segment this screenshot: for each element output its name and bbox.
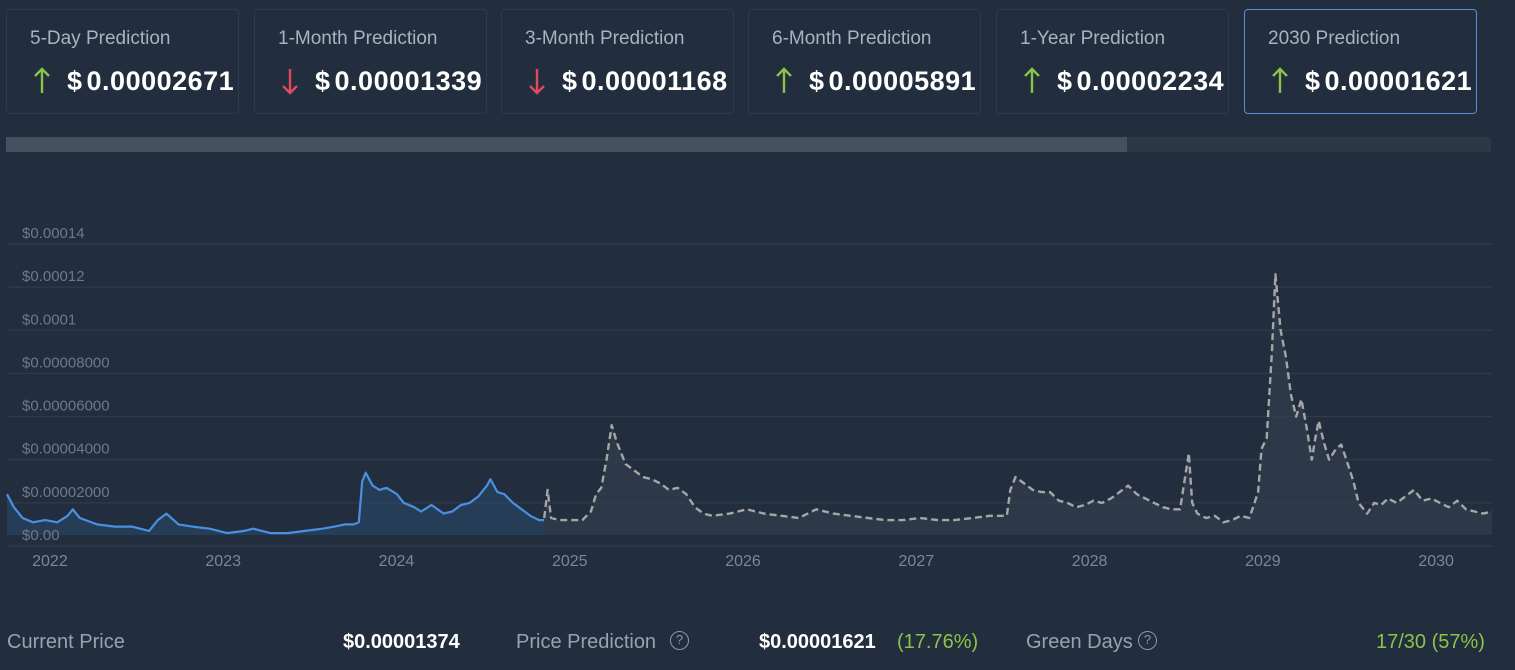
price-chart[interactable]: $0.00 $0.00002000 $0.00004000 $0.00006000 $0…: [0, 200, 1515, 585]
card-3-month-prediction[interactable]: 3-Month Prediction $0.00001168: [501, 9, 734, 114]
y-tick-label: $0.00002000: [22, 484, 110, 501]
card-value: $0.00001621: [1271, 65, 1472, 97]
chart-areas: [7, 274, 1492, 535]
y-tick-label: $0.00012: [22, 268, 85, 285]
y-tick-label: $0.0001: [22, 311, 76, 328]
x-tick-label: 2025: [552, 553, 588, 570]
card-6-month-prediction[interactable]: 6-Month Prediction $0.00005891: [748, 9, 981, 114]
arrow-up-icon: [1272, 67, 1288, 93]
stats-bar: Current Price $0.00001374 Price Predicti…: [0, 628, 1515, 658]
help-icon[interactable]: ?: [670, 631, 689, 650]
x-tick-label: 2030: [1418, 553, 1454, 570]
history-area: [7, 472, 545, 535]
y-tick-label: $0.00004000: [22, 441, 110, 458]
card-1-year-prediction[interactable]: 1-Year Prediction $0.00002234: [996, 9, 1229, 114]
card-2030-prediction[interactable]: 2030 Prediction $0.00001621: [1244, 9, 1477, 114]
y-tick-label: $0.00014: [22, 225, 85, 242]
prediction-cards: 5-Day Prediction $0.00002671 1-Month Pre…: [6, 9, 1477, 114]
card-value: $0.00002671: [33, 65, 234, 97]
card-value: $0.00001168: [528, 65, 728, 97]
card-value: $0.00005891: [775, 65, 976, 97]
x-tick-label: 2028: [1072, 553, 1108, 570]
price-prediction-change: (17.76%): [897, 631, 979, 653]
current-price-label: Current Price: [7, 631, 125, 653]
card-title: 3-Month Prediction: [525, 28, 685, 49]
card-value: $0.00001339: [281, 65, 482, 97]
price-prediction-value: $0.00001621: [759, 631, 876, 653]
prediction-price: $0.00001339: [315, 65, 483, 96]
x-tick-label: 2027: [899, 553, 935, 570]
prediction-price: $0.00005891: [809, 65, 977, 96]
chart-grid: [7, 243, 1492, 547]
prediction-area: [544, 274, 1492, 535]
card-title: 6-Month Prediction: [772, 28, 932, 49]
price-prediction-label: Price Prediction: [516, 631, 657, 653]
arrow-up-icon: [776, 67, 792, 93]
card-title: 1-Year Prediction: [1020, 28, 1166, 49]
x-axis-labels: 2022 2023 2024 2025 2026 2027 2028 2029 2030: [32, 553, 1454, 570]
y-axis-labels: $0.00 $0.00002000 $0.00004000 $0.00006000 $0…: [22, 225, 110, 544]
range-selector[interactable]: [6, 137, 1491, 152]
y-tick-label: $0.00008000: [22, 354, 110, 371]
prediction-price: $0.00002234: [1057, 65, 1225, 96]
arrow-down-icon: [529, 69, 545, 95]
current-price-value: $0.00001374: [343, 631, 460, 653]
history-line: [6, 471, 545, 535]
chart-lines: [6, 273, 1493, 535]
card-title: 5-Day Prediction: [30, 28, 171, 49]
x-tick-label: 2023: [205, 553, 241, 570]
y-tick-label: $0.00006000: [22, 398, 110, 415]
range-selector-fill[interactable]: [6, 137, 1128, 152]
card-value: $0.00002234: [1023, 65, 1224, 97]
x-tick-label: 2029: [1245, 553, 1281, 570]
prediction-price: $0.00001168: [562, 65, 728, 96]
help-icon[interactable]: ?: [1138, 631, 1157, 650]
prediction-price: $0.00002671: [67, 65, 235, 96]
card-title: 2030 Prediction: [1268, 28, 1401, 49]
x-tick-label: 2022: [32, 553, 68, 570]
arrow-up-icon: [34, 67, 50, 93]
y-tick-label: $0.00: [22, 527, 60, 544]
arrow-up-icon: [1024, 67, 1040, 93]
card-5-day-prediction[interactable]: 5-Day Prediction $0.00002671: [6, 9, 239, 114]
green-days-value: 17/30 (57%): [1376, 631, 1485, 653]
x-tick-label: 2024: [379, 553, 415, 570]
x-tick-label: 2026: [725, 553, 761, 570]
prediction-price: $0.00001621: [1305, 65, 1473, 96]
green-days-label: Green Days: [1026, 631, 1133, 653]
prediction-line: [543, 273, 1493, 524]
card-title: 1-Month Prediction: [278, 28, 438, 49]
card-1-month-prediction[interactable]: 1-Month Prediction $0.00001339: [254, 9, 487, 114]
arrow-down-icon: [282, 69, 298, 95]
